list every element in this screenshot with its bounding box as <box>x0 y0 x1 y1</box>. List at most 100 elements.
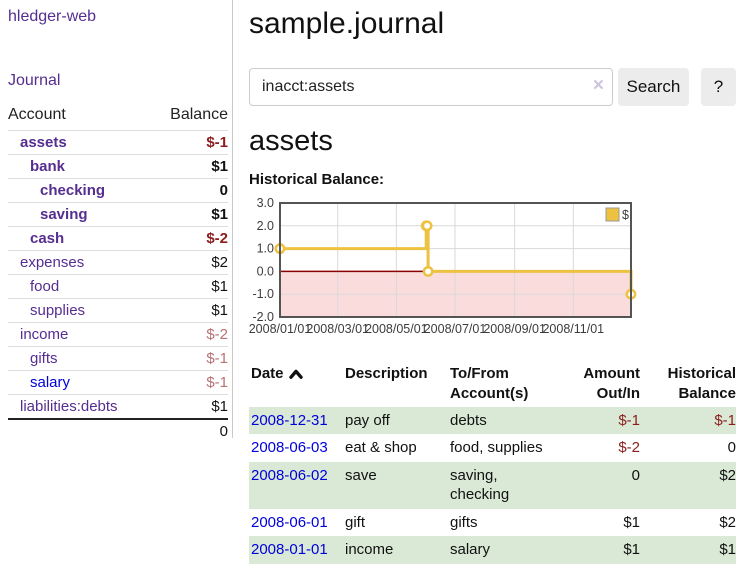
y-tick-label: -1.0 <box>252 287 274 301</box>
register-row: 2008-01-01 income salary $1 $1 <box>249 536 736 564</box>
sort-ascending-icon <box>288 369 303 379</box>
account-link-income[interactable]: income <box>20 326 69 343</box>
y-tick-label: 1.0 <box>257 242 274 256</box>
account-balance: $1 <box>211 206 228 223</box>
accounts-total-row: 0 <box>8 419 228 443</box>
x-tick-label: 2008/11/01 <box>542 322 604 336</box>
account-link-gifts[interactable]: gifts <box>30 350 58 367</box>
register-description-cell: income <box>345 541 394 558</box>
register-date-cell: 2008-06-01 <box>249 509 337 537</box>
account-link-salary[interactable]: salary <box>30 374 71 391</box>
register-date-link[interactable]: 2008-01-01 <box>251 541 328 558</box>
account-link-checking[interactable]: checking <box>40 182 106 199</box>
register-description-cell: save <box>345 466 377 484</box>
x-tick-label: 2008/09/01 <box>483 322 546 336</box>
x-tick-label: 2008/07/01 <box>424 322 487 336</box>
account-link-food[interactable]: food <box>30 278 60 295</box>
account-link-expenses[interactable]: expenses <box>20 254 85 271</box>
account-balance: $-1 <box>206 134 228 151</box>
y-tick-label: -2.0 <box>252 310 274 324</box>
balance-chart-svg: 2008/01/012008/03/012008/05/012008/07/01… <box>249 196 637 336</box>
register-amount-cell: $1 <box>623 541 640 558</box>
x-tick-label: 2008/05/01 <box>365 322 428 336</box>
register-header-date[interactable]: Date <box>249 362 337 407</box>
register-date-link[interactable]: 2008-06-03 <box>251 439 328 456</box>
account-link-cash[interactable]: cash <box>30 230 65 247</box>
account-link-saving[interactable]: saving <box>40 206 88 223</box>
accounts-header-account: Account <box>8 106 66 123</box>
register-amount-cell: 0 <box>631 466 640 484</box>
legend-swatch <box>605 207 620 222</box>
date-header-label: Date <box>251 365 284 382</box>
account-row: cash $-2 <box>8 226 228 251</box>
account-balance: $-1 <box>206 374 228 391</box>
accounts-header-row: Account Balance <box>8 104 228 131</box>
legend-label: $ <box>622 208 629 222</box>
account-row: supplies $1 <box>8 298 228 323</box>
account-balance: $-2 <box>206 326 228 343</box>
y-tick-label: 0.0 <box>257 264 274 278</box>
register-amount-cell: $-2 <box>618 439 640 456</box>
account-row: assets $-1 <box>8 130 228 155</box>
data-point-marker <box>421 220 433 232</box>
register-accounts-cell: salary <box>450 541 491 558</box>
account-link-bank[interactable]: bank <box>30 158 66 175</box>
account-row: checking 0 <box>8 178 228 203</box>
register-header-description: Description <box>345 365 428 382</box>
data-point-marker <box>422 265 434 277</box>
search-button[interactable]: Search <box>618 68 689 106</box>
register-description-cell: eat & shop <box>345 439 417 456</box>
register-date-cell: 2008-01-01 <box>249 536 337 564</box>
register-date-cell: 2008-06-02 <box>249 462 337 509</box>
accounts-header-balance: Balance <box>170 106 228 123</box>
register-table: Date Description To/From Account(s) Amoun… <box>249 362 736 564</box>
register-header-row: Date Description To/From Account(s) Amoun… <box>249 362 736 407</box>
register-row: 2008-06-02 save saving, checking 0 $2 <box>249 461 736 509</box>
account-row: liabilities:debts $1 <box>8 394 228 420</box>
account-balance: $-1 <box>206 350 228 367</box>
clear-search-icon[interactable]: × <box>592 75 604 96</box>
account-balance: $1 <box>211 278 228 295</box>
x-tick-label: 2008/03/01 <box>306 322 369 336</box>
accounts-total-value: 0 <box>219 423 228 440</box>
register-amount-cell: $1 <box>623 513 640 531</box>
sidebar-item-journal[interactable]: Journal <box>8 72 61 89</box>
account-row: income $-2 <box>8 322 228 347</box>
account-link-liabilities-debts[interactable]: liabilities:debts <box>20 398 118 415</box>
account-balance: $1 <box>211 302 228 319</box>
register-balance-cell: $2 <box>719 466 736 484</box>
app-title-link[interactable]: hledger-web <box>8 8 97 25</box>
account-balance: 0 <box>219 182 228 199</box>
account-row: bank $1 <box>8 154 228 179</box>
register-balance-cell: $1 <box>719 541 736 558</box>
search-form: × Search ? <box>249 68 736 106</box>
register-accounts-cell: saving, checking <box>450 466 510 504</box>
account-row: saving $1 <box>8 202 228 227</box>
account-row: food $1 <box>8 274 228 299</box>
account-link-assets[interactable]: assets <box>20 134 67 151</box>
register-accounts-cell: debts <box>450 411 487 429</box>
chart-title: Historical Balance: <box>249 171 385 188</box>
register-date-cell: 2008-06-03 <box>249 434 337 462</box>
plot-border <box>279 202 632 318</box>
search-input-wrap: × <box>249 68 613 106</box>
register-accounts-cell: food, supplies <box>450 439 543 456</box>
help-button[interactable]: ? <box>700 68 736 106</box>
register-balance-cell: $-1 <box>714 411 736 429</box>
register-row: 2008-12-31 pay off debts $-1 $-1 <box>249 406 736 434</box>
accounts-table: Account Balance assets $-1 bank $1 checking 0… <box>8 104 228 443</box>
register-date-link[interactable]: 2008-06-01 <box>251 513 328 531</box>
y-tick-label: 3.0 <box>257 197 274 210</box>
register-row: 2008-06-01 gift gifts $1 $2 <box>249 509 736 537</box>
register-date-link[interactable]: 2008-12-31 <box>251 411 328 429</box>
search-input[interactable] <box>249 68 613 106</box>
account-balance: $2 <box>211 254 228 271</box>
register-description-cell: gift <box>345 513 366 531</box>
register-balance-cell: 0 <box>727 439 736 456</box>
register-row: 2008-06-03 eat & shop food, supplies $-2 0 <box>249 434 736 462</box>
register-accounts-cell: gifts <box>450 513 478 531</box>
register-date-link[interactable]: 2008-06-02 <box>251 466 328 484</box>
account-balance: $-2 <box>206 230 228 247</box>
account-link-supplies[interactable]: supplies <box>30 302 86 319</box>
